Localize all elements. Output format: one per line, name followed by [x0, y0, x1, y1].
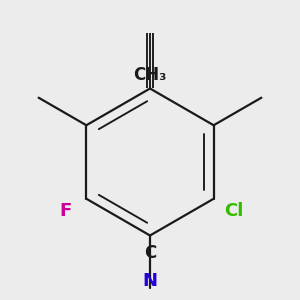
Text: N: N: [142, 272, 158, 290]
Text: C: C: [144, 244, 156, 262]
Text: Cl: Cl: [224, 202, 244, 220]
Text: F: F: [59, 202, 71, 220]
Text: CH₃: CH₃: [133, 66, 167, 84]
